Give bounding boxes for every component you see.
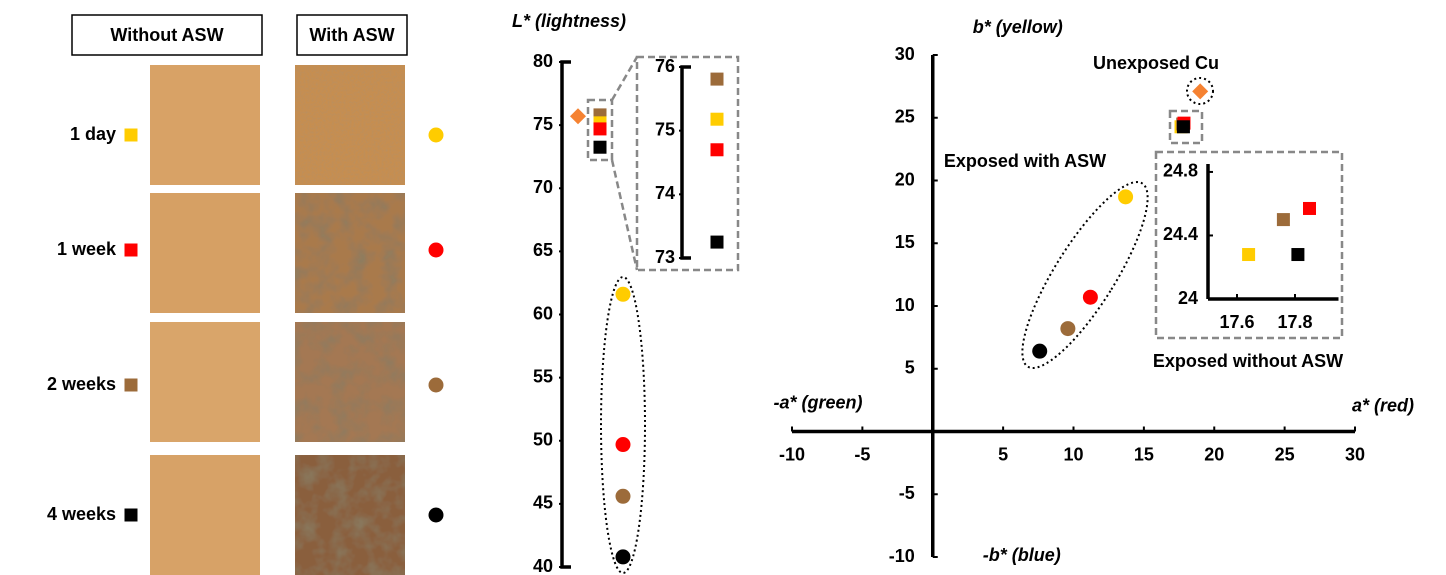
x-tick-label: -5	[854, 444, 870, 464]
y-tick-label: -10	[889, 546, 915, 566]
y-tick-label: 20	[895, 169, 915, 189]
y-tick-label: 70	[533, 177, 553, 197]
y-tick-label: 40	[533, 556, 553, 575]
y-tick-label: 15	[895, 232, 915, 252]
marker	[1177, 120, 1190, 133]
marker	[1192, 83, 1208, 99]
group-ellipse	[601, 277, 645, 573]
y-tick-label: 55	[533, 366, 553, 386]
x-tick-label: 17.6	[1219, 312, 1254, 332]
marker	[616, 489, 631, 504]
marker	[125, 509, 138, 522]
marker	[1277, 213, 1290, 226]
row-label: 1 day	[70, 124, 116, 144]
photo	[150, 322, 260, 442]
annotation: Exposed without ASW	[1153, 351, 1343, 371]
y-tick-label: 80	[533, 51, 553, 71]
x-tick-label: 5	[998, 444, 1008, 464]
marker	[616, 437, 631, 452]
marker	[125, 129, 138, 142]
y-axis	[562, 62, 571, 567]
row-label: 2 weeks	[47, 374, 116, 394]
group-ellipse	[1002, 168, 1167, 383]
row-label: 1 week	[57, 239, 117, 259]
marker	[1291, 248, 1304, 261]
x-tick-label: 10	[1063, 444, 1083, 464]
y-tick-label: 45	[533, 493, 553, 513]
marker	[1083, 290, 1098, 305]
photo	[295, 322, 405, 442]
marker	[616, 287, 631, 302]
y-tick-label: 5	[905, 358, 915, 378]
y-axis	[682, 67, 691, 258]
x-tick-label: 20	[1204, 444, 1224, 464]
y-tick-label: 24	[1178, 288, 1198, 308]
figure: Without ASW With ASW 1 day 1 week 2 weeks 4…	[0, 0, 1446, 575]
zoom-line	[612, 57, 637, 100]
marker	[1118, 189, 1133, 204]
annotation: Exposed with ASW	[944, 151, 1106, 171]
x-tick-label: 25	[1275, 444, 1295, 464]
row-label: 4 weeks	[47, 504, 116, 524]
photo	[150, 65, 260, 185]
marker	[594, 122, 607, 135]
x-tick-label: 17.8	[1277, 312, 1312, 332]
marker	[429, 128, 444, 143]
axis-label: b* (yellow)	[973, 17, 1063, 37]
photo	[150, 455, 260, 575]
marker	[1032, 344, 1047, 359]
marker	[711, 143, 724, 156]
marker	[429, 508, 444, 523]
y-tick-label: 30	[895, 44, 915, 64]
photo	[295, 193, 405, 313]
marker	[1242, 248, 1255, 261]
photo-panel: Without ASW With ASW	[72, 15, 407, 575]
y-tick-label: 50	[533, 430, 553, 450]
x-tick-label: 15	[1134, 444, 1154, 464]
zoom-line	[612, 160, 637, 270]
y-tick-label: 25	[895, 107, 915, 127]
photo	[295, 455, 405, 575]
y-tick-label: 74	[655, 183, 675, 203]
y-tick-label: 75	[655, 119, 675, 139]
marker	[429, 243, 444, 258]
marker	[711, 73, 724, 86]
axis-label: -b* (blue)	[983, 545, 1061, 565]
photo	[150, 193, 260, 313]
marker	[570, 108, 586, 124]
y-tick-label: 73	[655, 247, 675, 267]
marker	[1303, 202, 1316, 215]
marker	[125, 379, 138, 392]
y-tick-label: 76	[655, 56, 675, 76]
annotation: Unexposed Cu	[1093, 53, 1219, 73]
y-tick-label: 75	[533, 114, 553, 134]
marker	[125, 244, 138, 257]
axis-label: -a* (green)	[773, 392, 862, 412]
y-tick-label: 60	[533, 303, 553, 323]
marker	[711, 113, 724, 126]
column-header: With ASW	[309, 25, 394, 45]
y-tick-label: 65	[533, 240, 553, 260]
marker	[429, 378, 444, 393]
marker	[594, 141, 607, 154]
y-tick-label: 24.8	[1163, 161, 1198, 181]
axis-label: a* (red)	[1352, 395, 1414, 415]
marker	[616, 549, 631, 564]
y-tick-label: 10	[895, 295, 915, 315]
marker	[1060, 321, 1075, 336]
y-tick-label: -5	[899, 483, 915, 503]
marker	[711, 236, 724, 249]
x-tick-label: -10	[779, 444, 805, 464]
x-tick-label: 30	[1345, 444, 1365, 464]
y-tick-label: 24.4	[1163, 224, 1198, 244]
chart-title: L* (lightness)	[512, 11, 626, 31]
column-header: Without ASW	[110, 25, 223, 45]
photo	[295, 65, 405, 185]
